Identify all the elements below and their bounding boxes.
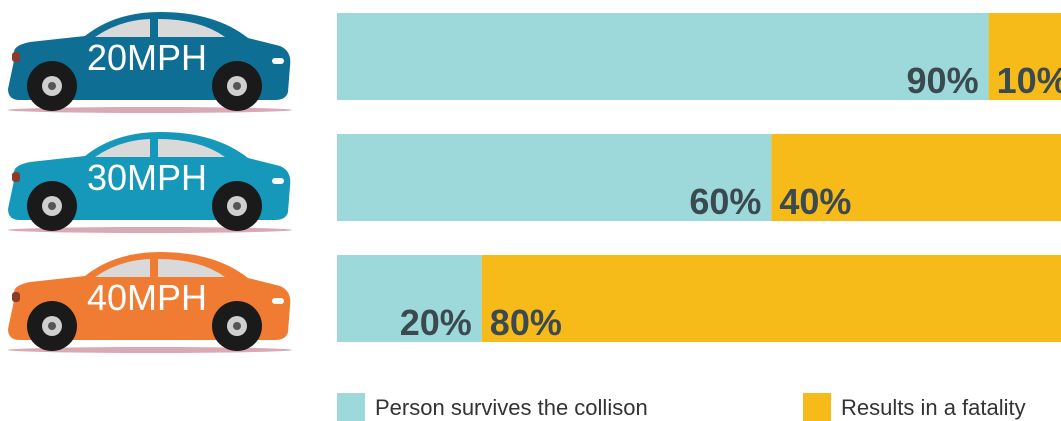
category-label: 40MPH (87, 277, 207, 318)
bar-segment (337, 134, 772, 221)
legend-label: Results in a fatality (841, 395, 1026, 420)
category-label: 30MPH (87, 157, 207, 198)
bar-segment (481, 255, 1061, 342)
bar-segment (988, 13, 1061, 100)
value-label: 80% (490, 302, 562, 343)
bar-segment (337, 13, 989, 100)
value-label: 40% (779, 181, 851, 222)
legend-swatch (337, 393, 365, 421)
legend-label: Person survives the collison (375, 395, 648, 420)
value-label: 60% (689, 181, 761, 222)
value-label: 90% (907, 60, 979, 101)
legend-swatch (803, 393, 831, 421)
value-label: 10% (997, 60, 1061, 101)
bar-segment (771, 134, 1061, 221)
value-label: 20% (400, 302, 472, 343)
bar-segment (337, 255, 482, 342)
category-label: 20MPH (87, 37, 207, 78)
